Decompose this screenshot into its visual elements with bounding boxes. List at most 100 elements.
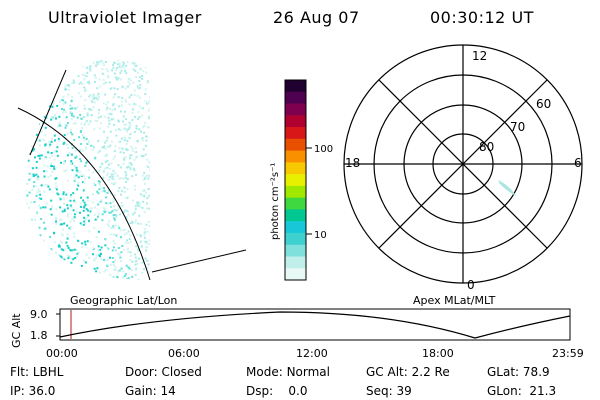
aurora-pixel [90, 114, 93, 117]
aurora-pixel [131, 221, 134, 224]
aurora-pixel [117, 128, 120, 131]
aurora-pixel [75, 166, 78, 169]
aurora-pixel [87, 169, 90, 171]
aurora-pixel [126, 130, 128, 133]
aurora-pixel [147, 126, 150, 129]
altitude-curve [59, 311, 571, 339]
aurora-pixel [77, 181, 80, 184]
aurora-pixel [88, 94, 91, 97]
aurora-pixel [63, 134, 66, 137]
altitude-xtick-4: 23:59 [552, 347, 584, 360]
aurora-pixel [37, 249, 39, 252]
aurora-pixel [83, 205, 86, 208]
aurora-pixel [139, 205, 142, 208]
aurora-pixel [49, 167, 52, 170]
aurora-pixel [77, 251, 80, 254]
aurora-pixel [53, 149, 56, 152]
aurora-pixel [79, 148, 82, 151]
aurora-pixel [134, 256, 137, 259]
aurora-pixel [109, 211, 112, 214]
aurora-pixel [140, 154, 143, 157]
status-ip: IP: 36.0 [10, 384, 56, 398]
colorbar-unit-label: photon cm⁻²s⁻¹ [270, 163, 281, 240]
aurora-pixel [133, 158, 136, 161]
aurora-pixel [39, 234, 42, 237]
aurora-pixel [27, 114, 30, 116]
aurora-pixel [92, 274, 94, 277]
aurora-pixel [57, 123, 60, 126]
aurora-pixel [102, 72, 105, 75]
aurora-pixel [31, 189, 34, 191]
aurora-pixel [58, 115, 61, 118]
aurora-pixel [62, 95, 65, 98]
aurora-pixel [126, 85, 129, 88]
aurora-pixel [59, 260, 62, 262]
aurora-pixel [83, 116, 85, 118]
aurora-pixel [120, 78, 123, 81]
aurora-pixel [129, 240, 132, 243]
aurora-pixel [66, 59, 69, 62]
aurora-pixel [141, 194, 144, 197]
aurora-pixel [44, 183, 47, 186]
aurora-pixel [41, 245, 44, 248]
aurora-pixel [27, 233, 30, 236]
aurora-pixel [60, 267, 63, 270]
aurora-pixel [123, 228, 126, 231]
aurora-pixel [133, 238, 136, 241]
aurora-pixel [80, 223, 83, 226]
aurora-pixel [144, 100, 147, 103]
aurora-pixel [108, 211, 111, 214]
aurora-pixel [127, 266, 130, 269]
aurora-pixel [51, 165, 54, 168]
aurora-pixel [73, 216, 76, 219]
aurora-pixel [48, 188, 51, 191]
aurora-pixel [121, 245, 124, 247]
aurora-pixel [85, 137, 88, 140]
aurora-pixel [68, 152, 71, 155]
aurora-pixel [96, 61, 99, 64]
aurora-pixel [125, 172, 128, 175]
aurora-pixel [75, 255, 78, 258]
aurora-pixel [107, 225, 110, 228]
aurora-pixel [53, 113, 56, 116]
aurora-pixel [73, 248, 76, 251]
altitude-plot-frame [59, 308, 571, 341]
aurora-pixel [98, 112, 100, 115]
aurora-pixel [61, 107, 63, 110]
aurora-pixel [104, 115, 106, 118]
aurora-pixel [34, 156, 36, 159]
aurora-pixel [118, 253, 121, 256]
aurora-pixel [126, 61, 129, 63]
aurora-pixel [126, 279, 129, 280]
aurora-pixel [42, 139, 45, 142]
aurora-pixel [97, 245, 100, 248]
aurora-pixel [133, 103, 136, 105]
grid-line-2 [17, 107, 151, 281]
aurora-pixel [149, 167, 151, 170]
aurora-pixel [74, 257, 77, 259]
aurora-pixel [66, 233, 69, 236]
aurora-pixel [64, 248, 66, 251]
aurora-pixel [28, 257, 30, 260]
aurora-pixel [40, 197, 43, 200]
aurora-pixel [50, 152, 53, 154]
geographic-grid [17, 69, 247, 281]
aurora-pixel [104, 238, 107, 241]
aurora-pixel [33, 231, 36, 233]
aurora-pixel [59, 268, 62, 271]
aurora-pixel [104, 147, 107, 150]
aurora-pixel [73, 235, 76, 238]
aurora-pixel [84, 243, 87, 246]
aurora-pixel [39, 144, 41, 147]
aurora-pixel [52, 104, 55, 107]
aurora-pixel [94, 81, 96, 83]
aurora-pixel [120, 166, 123, 169]
aurora-pixel [148, 65, 151, 68]
aurora-pixel [81, 134, 84, 137]
aurora-pixel [70, 153, 73, 156]
aurora-pixel [25, 123, 27, 125]
aurora-pixel [69, 104, 72, 107]
aurora-pixel [81, 246, 84, 248]
aurora-pixel [36, 139, 39, 142]
aurora-pixel [25, 202, 28, 205]
